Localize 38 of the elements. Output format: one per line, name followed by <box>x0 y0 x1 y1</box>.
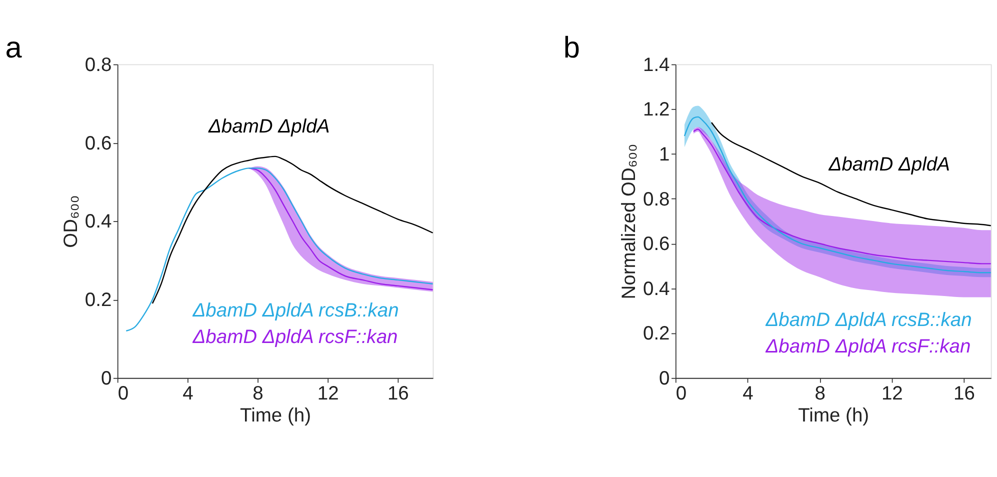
y-tick-label: 0.6 <box>642 234 670 256</box>
x-tick-label: 4 <box>182 383 194 404</box>
y-tick-label: 0 <box>659 368 670 390</box>
x-tick-label: 0 <box>676 383 687 404</box>
x-tick-label: 12 <box>317 383 339 404</box>
text: ΔbamD ΔpldA rcsF::kan <box>764 336 971 358</box>
x-tick-label: 16 <box>387 383 409 404</box>
y-tick-label: 1.4 <box>642 54 670 76</box>
x-axis-title: Time (h) <box>240 405 312 426</box>
line-series <box>152 156 434 304</box>
x-tick-label: 8 <box>814 383 826 404</box>
series-label: ΔbamD ΔpldA <box>828 154 950 176</box>
chart-title: b <box>563 31 580 64</box>
y-tick-label: 0 <box>100 368 112 390</box>
line-series <box>710 122 992 226</box>
x-tick-label: 16 <box>954 383 975 404</box>
x-axis-title: Time (h) <box>798 405 870 426</box>
y-axis-title: OD₆₀₀ <box>61 195 82 248</box>
text: ΔbamD ΔpldA rcsB::kan <box>764 310 972 332</box>
y-tick-label: 0.2 <box>84 290 112 312</box>
y-tick-label: 1.2 <box>642 100 670 121</box>
y-tick-label: 0.6 <box>84 133 112 154</box>
x-tick-label: 8 <box>252 383 264 404</box>
y-tick-label: 0.8 <box>84 54 112 76</box>
series-label: ΔbamD ΔpldA <box>208 116 330 138</box>
x-tick-label: 4 <box>742 383 754 404</box>
y-tick-label: 0.4 <box>642 278 670 300</box>
series-label: ΔbamD ΔpldA rcsB::kan <box>192 300 399 322</box>
y-tick-label: 0.4 <box>84 212 112 233</box>
y-tick-label: 0.8 <box>642 189 670 210</box>
text: ΔbamD ΔpldA rcsF::kan <box>192 326 398 348</box>
y-tick-label: 0.2 <box>642 324 670 345</box>
y-tick-label: 1 <box>659 144 670 166</box>
x-tick-label: 0 <box>118 383 129 404</box>
y-axis-title: Normalized OD₆₀₀ <box>619 144 640 300</box>
chart-title: a <box>5 31 22 64</box>
x-tick-label: 12 <box>881 383 903 404</box>
line-series <box>692 128 992 264</box>
